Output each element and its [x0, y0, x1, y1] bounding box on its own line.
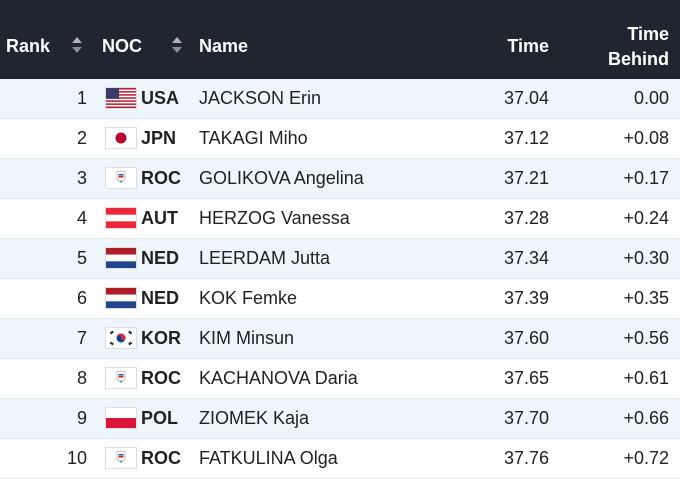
athlete-name: JACKSON Erin: [199, 88, 322, 108]
table-row-7: 7 KOR KIM Minsun 37.60 +0.56: [0, 319, 680, 359]
time-cell: 37.70: [503, 408, 549, 428]
noc-code: AUT: [141, 208, 178, 228]
athlete-name: TAKAGI Miho: [199, 128, 308, 148]
time-cell: 37.34: [503, 248, 549, 268]
rank-column-header[interactable]: Rank: [6, 36, 51, 56]
rank-cell: 10: [66, 448, 87, 468]
athlete-name: KOK Femke: [199, 288, 298, 308]
roc-emblem-icon: [105, 367, 137, 389]
austria-flag-icon: [105, 207, 137, 229]
netherlands-flag-icon: [105, 287, 137, 309]
table-row-10: 10 ROC FATKULINA Olga 37.76 +0.72: [0, 439, 680, 479]
poland-flag-icon: [105, 407, 137, 429]
time-column-header: Time: [507, 36, 549, 56]
rank-cell: 2: [76, 128, 87, 148]
athlete-name: HERZOG Vanessa: [199, 208, 350, 228]
table-row-4: 4 AUT HERZOG Vanessa 37.28 +0.24: [0, 199, 680, 239]
noc-code: JPN: [141, 128, 177, 148]
athlete-name: FATKULINA Olga: [199, 448, 338, 468]
time-cell: 37.39: [503, 288, 549, 308]
table-row-3: 3 ROC GOLIKOVA Angelina 37.21 +0.17: [0, 159, 680, 199]
time-behind-cell: 0.00: [633, 88, 669, 108]
time-cell: 37.60: [503, 328, 549, 348]
athlete-name: LEERDAM Jutta: [199, 248, 331, 268]
table-row-8: 8 ROC KACHANOVA Daria 37.65 +0.61: [0, 359, 680, 399]
table-row-6: 6 NED KOK Femke 37.39 +0.35: [0, 279, 680, 319]
time-behind-cell: +0.24: [623, 208, 669, 228]
noc-code: ROC: [141, 168, 181, 188]
netherlands-flag-icon: [105, 247, 137, 269]
time-behind-cell: +0.30: [623, 248, 669, 268]
rank-cell: 1: [76, 88, 87, 108]
time-behind-cell: +0.35: [623, 288, 669, 308]
korea-flag-icon: [105, 327, 137, 349]
noc-sort-icon[interactable]: [172, 37, 182, 53]
table-header: Rank NOC Name Time Time Behind: [0, 0, 680, 79]
noc-code: USA: [141, 88, 180, 108]
noc-code: POL: [141, 408, 179, 428]
noc-code: KOR: [141, 328, 181, 348]
noc-code: NED: [141, 288, 180, 308]
time-cell: 37.76: [503, 448, 549, 468]
table-row-1: 1 USA JACKSON Erin 37.04 0.00: [0, 79, 680, 119]
rank-cell: 3: [76, 168, 87, 188]
rank-cell: 5: [76, 248, 87, 268]
noc-code: ROC: [141, 368, 181, 388]
time-cell: 37.65: [503, 368, 549, 388]
athlete-name: KACHANOVA Daria: [199, 368, 358, 388]
time-behind-cell: +0.17: [623, 168, 669, 188]
time-cell: 37.21: [503, 168, 549, 188]
table-row-2: 2 JPN TAKAGI Miho 37.12 +0.08: [0, 119, 680, 159]
time-cell: 37.12: [503, 128, 549, 148]
time-behind-cell: +0.66: [623, 408, 669, 428]
rank-cell: 6: [76, 288, 87, 308]
rank-sort-icon[interactable]: [72, 37, 82, 53]
athlete-name: ZIOMEK Kaja: [199, 408, 310, 428]
time-behind-cell: +0.08: [623, 128, 669, 148]
noc-code: NED: [141, 248, 180, 268]
time-behind-header-line2: Behind: [608, 49, 669, 69]
time-behind-cell: +0.72: [623, 448, 669, 468]
time-behind-header-line1: Time: [627, 24, 669, 44]
time-behind-cell: +0.56: [623, 328, 669, 348]
athlete-name: KIM Minsun: [199, 328, 295, 348]
time-behind-cell: +0.61: [623, 368, 669, 388]
roc-emblem-icon: [105, 167, 137, 189]
noc-column-header[interactable]: NOC: [102, 36, 142, 56]
time-cell: 37.28: [503, 208, 549, 228]
rank-cell: 7: [76, 328, 87, 348]
japan-flag-icon: [105, 127, 137, 149]
athlete-name: GOLIKOVA Angelina: [199, 168, 364, 188]
table-row-9: 9 POL ZIOMEK Kaja 37.70 +0.66: [0, 399, 680, 439]
name-column-header: Name: [199, 36, 249, 56]
noc-code: ROC: [141, 448, 181, 468]
rank-cell: 8: [76, 368, 87, 388]
usa-flag-icon: [105, 87, 137, 109]
table-row-5: 5 NED LEERDAM Jutta 37.34 +0.30: [0, 239, 680, 279]
roc-emblem-icon: [105, 447, 137, 469]
rank-cell: 4: [76, 208, 87, 228]
table-body: 1 USA JACKSON Erin 37.04 0.00 2 JPN TAKA…: [0, 79, 680, 479]
time-cell: 37.04: [503, 88, 549, 108]
rank-cell: 9: [76, 408, 87, 428]
